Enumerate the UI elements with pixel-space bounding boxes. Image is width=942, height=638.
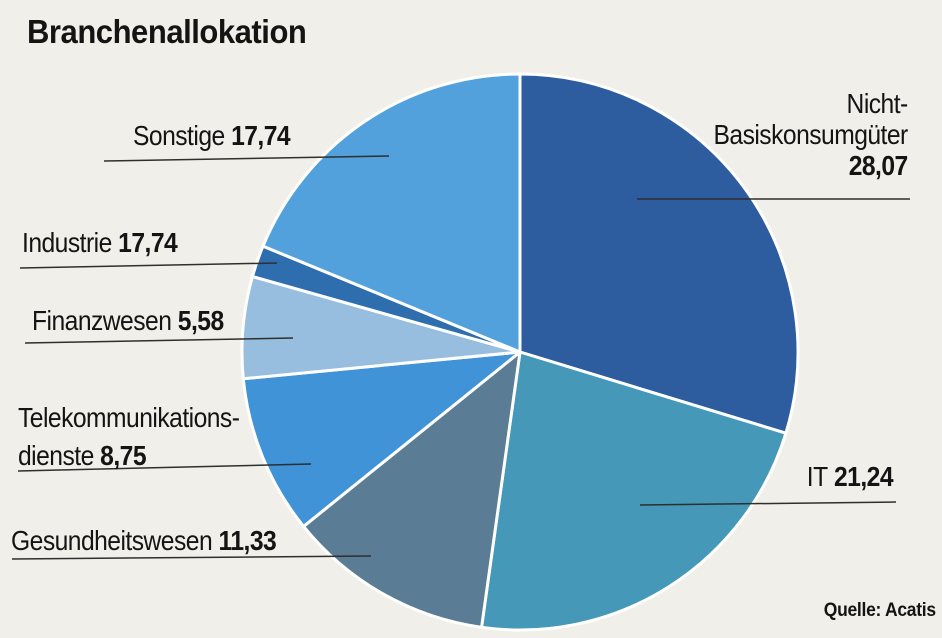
label-gesundheitswesen: Gesundheitswesen 11,33 bbox=[11, 525, 277, 556]
leader-line-telekommunikationsdienste bbox=[17, 463, 312, 472]
leader-line-sonstige bbox=[103, 155, 390, 162]
slice-value: 21,24 bbox=[833, 461, 894, 492]
label-sonstige: Sonstige 17,74 bbox=[133, 120, 291, 151]
label-nicht-basiskonsumgueter: Nicht- Basiskonsumgüter 28,07 bbox=[713, 88, 909, 181]
leader-line-finanzwesen bbox=[24, 337, 294, 344]
slice-name: Finanzwesen bbox=[32, 305, 172, 336]
source-credit: Quelle: Acatis bbox=[823, 600, 936, 621]
slice-value: 28,07 bbox=[848, 150, 909, 181]
pie-slice-telekommunikationsdienste bbox=[241, 350, 522, 528]
slice-name: Industrie bbox=[22, 227, 112, 258]
slice-name-line2: Basiskonsumgüter bbox=[713, 119, 909, 150]
pie-slice-gesundheitswesen bbox=[302, 350, 522, 629]
slice-name: Sonstige bbox=[133, 120, 225, 151]
slice-value: 8,75 bbox=[100, 440, 147, 471]
page-title: Branchenallokation bbox=[27, 13, 307, 50]
slice-name-line1: Telekommunikations- bbox=[18, 402, 240, 433]
pie-slice-it bbox=[480, 350, 788, 632]
pie-slice-sonstige bbox=[261, 72, 522, 354]
leader-line-industrie bbox=[19, 262, 278, 269]
slice-name: Gesundheitswesen bbox=[11, 525, 213, 556]
slice-value: 11,33 bbox=[218, 525, 277, 556]
slice-name-line2: dienste bbox=[18, 440, 94, 471]
leader-line-gesundheitswesen bbox=[11, 555, 372, 560]
pie-slice-nicht-basiskonsumg-ter bbox=[518, 72, 800, 435]
slice-value: 17,74 bbox=[231, 120, 291, 151]
slice-name: IT bbox=[806, 461, 828, 492]
label-finanzwesen: Finanzwesen 5,58 bbox=[32, 305, 224, 336]
slice-value: 5,58 bbox=[177, 305, 224, 336]
slice-name-line1: Nicht- bbox=[846, 88, 909, 119]
label-it: IT 21,24 bbox=[806, 461, 894, 492]
leader-line-it bbox=[639, 501, 897, 506]
slice-value: 17,74 bbox=[118, 227, 178, 258]
label-telekommunikationsdienste: Telekommunikations- dienste 8,75 bbox=[18, 399, 240, 475]
label-industrie: Industrie 17,74 bbox=[22, 227, 178, 258]
